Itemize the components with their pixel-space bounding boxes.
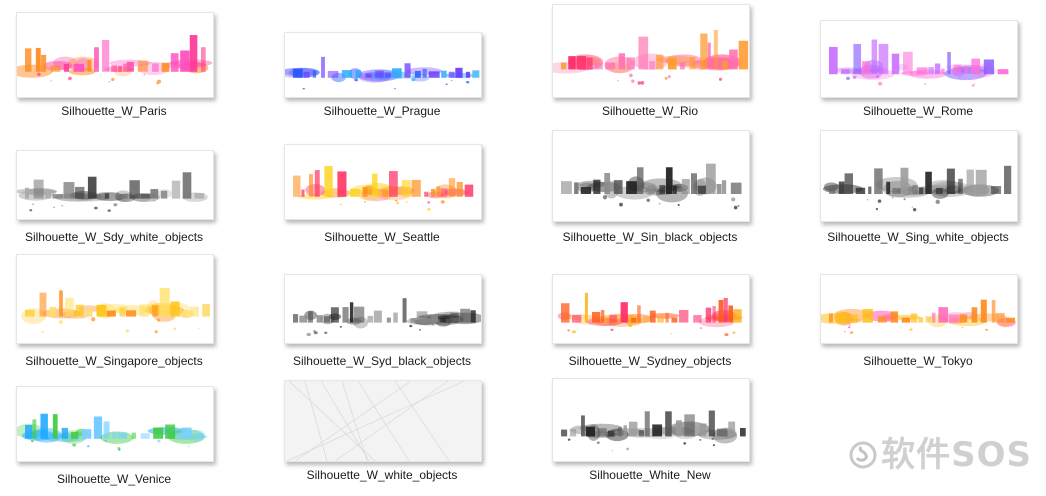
skyline-image	[17, 35, 213, 85]
file-thumbnail	[16, 150, 214, 220]
skyline-image	[17, 413, 208, 451]
skyline-image	[557, 292, 743, 337]
file-thumbnail	[552, 378, 750, 462]
file-name-label: Silhouette_W_Sdy_white_objects	[24, 230, 204, 244]
file-thumbnail	[552, 130, 750, 222]
skyline-image	[561, 410, 746, 452]
file-name-label: Silhouette_W_Rio	[601, 104, 699, 118]
file-thumbnail	[552, 274, 750, 344]
file-thumbnail	[16, 12, 214, 98]
file-tile[interactable]: Silhouette_W_Rome	[818, 0, 1046, 124]
file-name-label: Silhouette_W_Seattle	[324, 230, 440, 244]
file-tile[interactable]: Silhouette_W_Singapore_objects	[14, 248, 282, 372]
skyline-image	[293, 298, 481, 337]
file-thumbnail	[820, 130, 1018, 222]
skyline-image	[17, 172, 208, 212]
file-thumbnail	[284, 380, 482, 462]
file-thumbnail	[552, 4, 750, 98]
skyline-image	[821, 299, 1016, 334]
file-name-label: Silhouette_W_Sing_white_objects	[827, 230, 1009, 244]
file-name-label: Silhouette_W_Venice	[56, 472, 172, 486]
file-name-label: Silhouette_W_Paris	[61, 104, 167, 118]
file-tile[interactable]: Silhouette_W_Sin_black_objects	[550, 124, 818, 248]
file-tile[interactable]: Silhouette_W_Sdy_white_objects	[14, 124, 282, 248]
file-tile[interactable]: Silhouette_W_Paris	[14, 0, 282, 124]
file-tile[interactable]: Silhouette_W_Rio	[550, 0, 818, 124]
skyline-image	[822, 165, 1012, 212]
file-name-label: Silhouette_W_Sydney_objects	[568, 354, 732, 368]
file-tile[interactable]: Silhouette_W_Seattle	[282, 124, 550, 248]
file-name-label: Silhouette_W_Rome	[862, 104, 974, 118]
file-tile[interactable]: Silhouette_W_Venice	[14, 372, 282, 496]
file-name-label: Silhouette_W_Singapore_objects	[25, 354, 203, 368]
file-thumbnail	[284, 274, 482, 344]
s-logo-icon	[849, 441, 877, 469]
file-thumbnail	[820, 20, 1018, 98]
file-name-label: Silhouette_W_white_objects	[306, 468, 458, 482]
file-tile[interactable]: Silhouette_White_New	[550, 372, 818, 496]
file-tile[interactable]: Silhouette_W_Tokyo	[818, 248, 1046, 372]
file-tile[interactable]: Silhouette_W_Syd_black_objects	[282, 248, 550, 372]
file-tile[interactable]: Silhouette_W_Sydney_objects	[550, 248, 818, 372]
skyline-image	[285, 381, 481, 461]
file-thumbnail	[284, 32, 482, 98]
file-thumbnail	[16, 254, 214, 344]
skyline-image	[21, 287, 210, 334]
file-thumbnail	[16, 386, 214, 462]
file-name-label: Silhouette_White_New	[589, 468, 711, 482]
file-name-label: Silhouette_W_Syd_black_objects	[292, 354, 472, 368]
skyline-image	[561, 163, 742, 210]
file-thumbnail	[284, 144, 482, 220]
skyline-image	[553, 30, 749, 85]
file-thumbnail	[820, 274, 1018, 344]
file-tile[interactable]: Silhouette_W_Prague	[282, 0, 550, 124]
file-tile[interactable]: Silhouette_W_Sing_white_objects	[818, 124, 1046, 248]
watermark: 软件SOS	[881, 435, 1032, 475]
skyline-image	[829, 39, 1009, 87]
skyline-image	[293, 165, 474, 211]
file-name-label: Silhouette_W_Sin_black_objects	[562, 230, 738, 244]
file-name-label: Silhouette_W_Tokyo	[863, 354, 973, 368]
file-tile[interactable]: Silhouette_W_white_objects	[282, 372, 550, 496]
skyline-image	[285, 56, 480, 90]
file-name-label: Silhouette_W_Prague	[323, 104, 441, 118]
